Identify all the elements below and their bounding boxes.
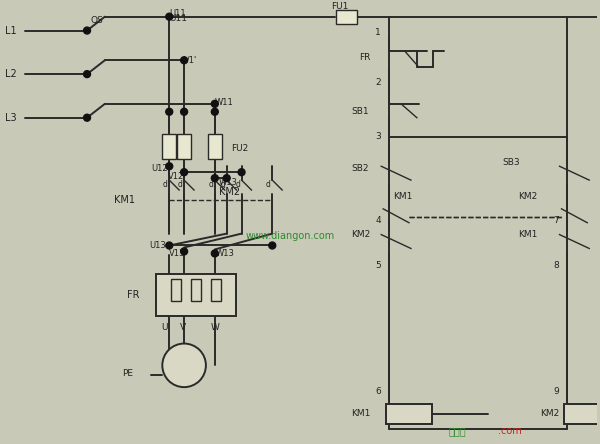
Circle shape [211,250,218,257]
Text: W13: W13 [219,178,238,186]
Text: 3~: 3~ [178,369,190,378]
Text: V1': V1' [184,56,197,65]
Text: KM1: KM1 [393,192,412,202]
Text: FR: FR [359,53,371,62]
Text: KM2: KM2 [352,230,371,239]
Circle shape [83,114,91,121]
Bar [163,134,176,159]
Circle shape [166,163,173,170]
Text: 2: 2 [375,78,381,87]
Text: L1: L1 [5,26,16,36]
Text: 5: 5 [375,261,381,270]
Text: 6: 6 [375,387,381,396]
Text: QS: QS [90,16,103,25]
Bar [386,404,432,424]
Text: www.diangon.com: www.diangon.com [245,230,335,241]
Bar [211,279,221,301]
Text: U13: U13 [149,241,166,250]
Bar [157,274,236,316]
Text: 9: 9 [554,387,559,396]
Text: FR: FR [127,290,139,300]
Bar [565,404,600,424]
Text: SB3: SB3 [502,158,520,167]
Text: 4: 4 [375,216,381,225]
Bar [335,10,358,24]
Text: SB2: SB2 [352,164,369,173]
Circle shape [181,248,188,255]
Text: U11: U11 [169,9,186,18]
Text: 3: 3 [375,132,381,141]
Text: U12: U12 [151,164,168,173]
Text: W: W [211,323,220,332]
Text: KM1: KM1 [352,409,371,418]
Text: V13: V13 [169,249,185,258]
Circle shape [181,57,188,64]
Circle shape [211,108,218,115]
Text: .com: .com [498,426,522,436]
Text: L2: L2 [5,69,17,79]
Text: L3: L3 [5,113,16,123]
Circle shape [238,169,245,176]
Text: W13: W13 [216,249,235,258]
Circle shape [163,344,206,387]
Circle shape [211,100,218,107]
Text: KM1: KM1 [114,195,135,205]
Text: KM2: KM2 [518,192,537,202]
Text: V: V [180,323,186,332]
Text: KM2: KM2 [219,187,240,197]
Text: 7: 7 [554,216,559,225]
Circle shape [223,174,230,182]
Text: U: U [161,323,168,332]
Circle shape [83,71,91,78]
Text: 1: 1 [375,28,381,37]
Circle shape [181,108,188,115]
Bar [177,134,191,159]
Text: U11: U11 [169,14,187,23]
Text: d: d [220,179,225,189]
Text: 8: 8 [554,261,559,270]
Text: d: d [235,179,240,189]
Text: FU1: FU1 [331,2,348,11]
Circle shape [166,108,173,115]
Text: d: d [266,179,271,189]
Text: d: d [178,179,182,189]
Text: d: d [163,179,168,189]
Text: SB1: SB1 [352,107,369,116]
Text: W11: W11 [215,99,233,107]
Bar [208,134,222,159]
Bar [191,279,201,301]
Text: KM2: KM2 [540,409,559,418]
Circle shape [83,27,91,34]
Text: M: M [178,355,190,368]
Text: FU2: FU2 [230,144,248,153]
Bar [171,279,181,301]
Circle shape [211,174,218,182]
Circle shape [269,242,276,249]
Text: V12: V12 [168,172,185,181]
Text: PE: PE [122,369,133,378]
Text: KM1: KM1 [518,230,537,239]
Text: 接线图: 接线图 [449,426,466,436]
Circle shape [166,13,173,20]
Text: d: d [208,179,213,189]
Circle shape [181,169,188,176]
Circle shape [166,242,173,249]
